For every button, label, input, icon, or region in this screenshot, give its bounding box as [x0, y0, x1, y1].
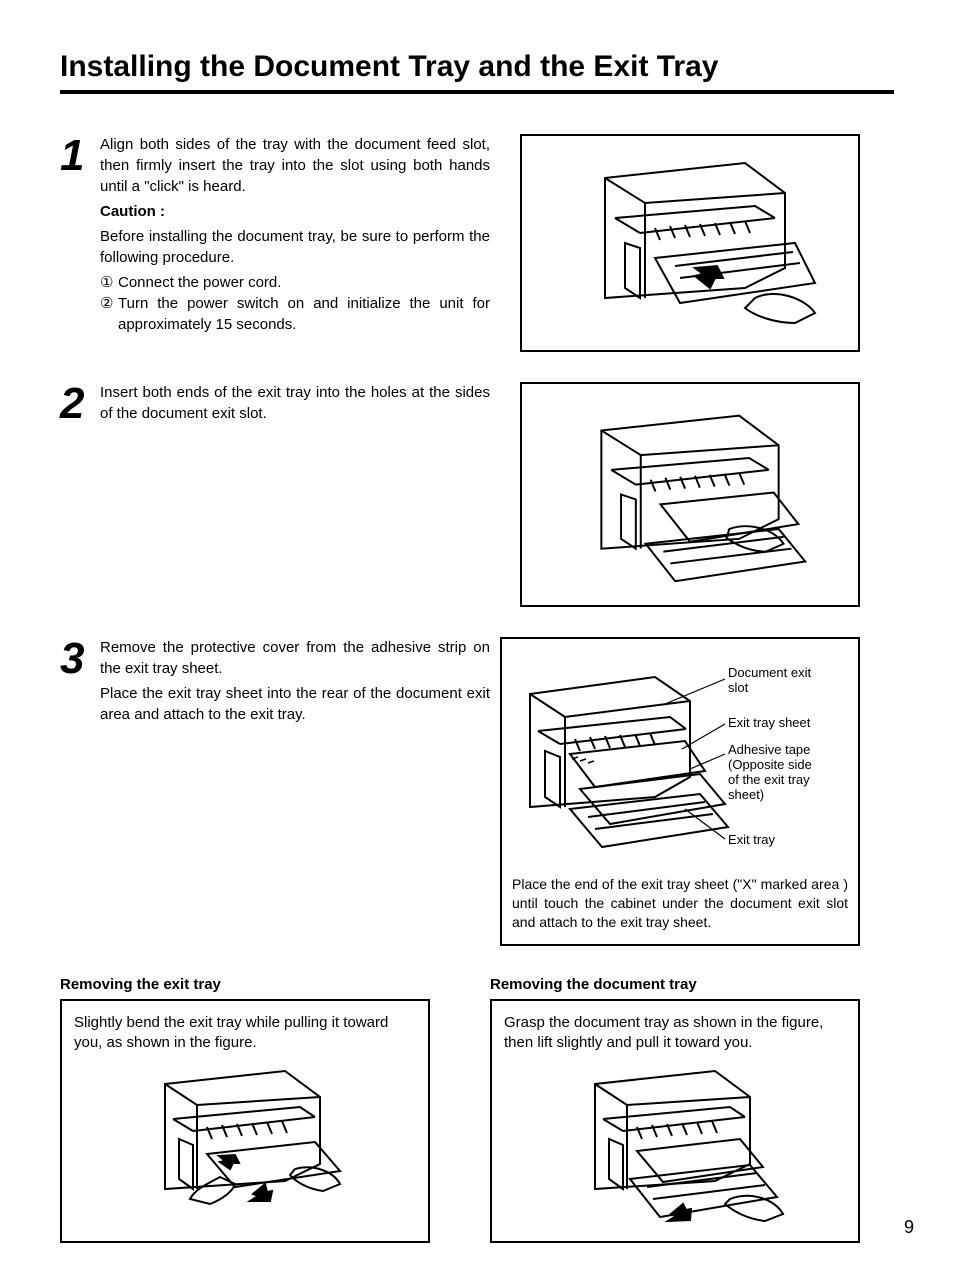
printer-remove-exit-icon — [135, 1059, 355, 1229]
step-3-text: Remove the protective cover from the adh… — [100, 637, 490, 729]
page-number: 9 — [904, 1217, 914, 1238]
step-1-body: Align both sides of the tray with the do… — [100, 134, 490, 197]
fig3-label-tape: Adhesive tape — [728, 742, 810, 757]
step-3-body1: Remove the protective cover from the adh… — [100, 637, 490, 679]
svg-text:sheet): sheet) — [728, 787, 764, 802]
printer-illustration-3-icon: Document exit slot Exit tray sheet Adhes… — [510, 649, 850, 869]
sub-2-text: Turn the power switch on and initialize … — [118, 293, 490, 335]
removing-exit-box: Slightly bend the exit tray while pullin… — [60, 999, 430, 1244]
sub-1-text: Connect the power cord. — [118, 272, 281, 293]
step-1-text: Align both sides of the tray with the do… — [100, 134, 490, 335]
removing-doc-body: Grasp the document tray as shown in the … — [504, 1014, 823, 1051]
step-1: 1 Align both sides of the tray with the … — [60, 134, 894, 352]
removing-doc-heading: Removing the document tray — [490, 976, 860, 993]
step-2-text: Insert both ends of the exit tray into t… — [100, 382, 490, 428]
sub-1-mark: ① — [100, 272, 118, 293]
removing-document-tray: Removing the document tray Grasp the doc… — [490, 976, 860, 1244]
step-3-body2: Place the exit tray sheet into the rear … — [100, 683, 490, 725]
removing-exit-heading: Removing the exit tray — [60, 976, 430, 993]
caution-label: Caution : — [100, 203, 165, 220]
printer-illustration-2-icon — [545, 396, 835, 593]
fig3-label-sheet: Exit tray sheet — [728, 715, 811, 730]
step-2: 2 Insert both ends of the exit tray into… — [60, 382, 894, 607]
sub-2-mark: ② — [100, 293, 118, 314]
figure-3-caption: Place the end of the exit tray sheet ("X… — [512, 875, 848, 932]
figure-2 — [520, 382, 860, 607]
removing-exit-body: Slightly bend the exit tray while pullin… — [74, 1014, 388, 1051]
removing-exit-tray: Removing the exit tray Slightly bend the… — [60, 976, 430, 1244]
step-3-number: 3 — [60, 637, 100, 681]
step-2-number: 2 — [60, 382, 100, 426]
title-rule — [60, 90, 894, 94]
page-title: Installing the Document Tray and the Exi… — [60, 50, 894, 84]
step-2-body: Insert both ends of the exit tray into t… — [100, 382, 490, 424]
svg-text:(Opposite side: (Opposite side — [728, 757, 812, 772]
step-1-number: 1 — [60, 134, 100, 178]
caution-body: Before installing the document tray, be … — [100, 226, 490, 268]
step-3: 3 Remove the protective cover from the a… — [60, 637, 894, 946]
figure-1 — [520, 134, 860, 352]
svg-text:of the exit tray: of the exit tray — [728, 772, 810, 787]
svg-text:slot: slot — [728, 680, 749, 695]
fig3-label-tray: Exit tray — [728, 832, 775, 847]
printer-remove-doc-icon — [565, 1059, 785, 1229]
figure-3: Document exit slot Exit tray sheet Adhes… — [500, 637, 860, 946]
removing-doc-box: Grasp the document tray as shown in the … — [490, 999, 860, 1244]
printer-illustration-1-icon — [545, 148, 835, 338]
fig3-label-exit-slot: Document exit — [728, 665, 811, 680]
removal-row: Removing the exit tray Slightly bend the… — [60, 976, 894, 1244]
caution-sublist: ①Connect the power cord. ②Turn the power… — [100, 272, 490, 335]
